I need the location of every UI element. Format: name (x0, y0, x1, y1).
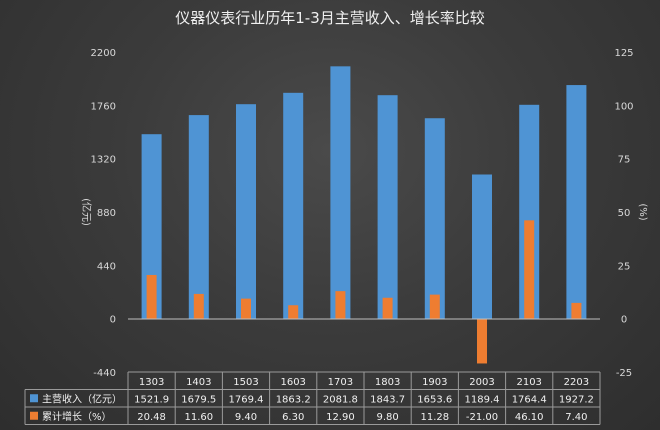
growth-bar-1503 (241, 298, 251, 319)
data-label: 2081.8 (323, 394, 358, 405)
revenue-bar-2003 (472, 174, 492, 319)
x-tick-label: 2203 (564, 377, 589, 388)
revenue-bar-1903 (424, 118, 445, 319)
y-tick-right-5: 0 (621, 315, 627, 326)
y-tick-right-6: -25 (616, 368, 632, 379)
x-tick-label: 1803 (375, 377, 400, 388)
data-label: 1843.7 (370, 394, 405, 405)
data-label: 1189.4 (465, 394, 500, 405)
revenue-bar-1803 (377, 95, 398, 319)
x-tick-label: 1303 (139, 377, 164, 388)
x-tick-label: 2103 (516, 377, 541, 388)
revenue-bar-1303 (141, 134, 162, 319)
y-tick-left-0: 2200 (91, 48, 116, 59)
growth-bar-1703 (335, 291, 346, 319)
data-label: 6.30 (282, 412, 304, 423)
y-tick-left-6: -440 (93, 368, 116, 379)
legend-label-0: 主营收入（亿元） (42, 392, 122, 405)
y-axis-right-ticks: 125 100 75 50 25 0 -25 (614, 48, 633, 379)
growth-bar-2203 (571, 302, 582, 319)
y-axis-label-right: (%) (637, 203, 648, 220)
data-label: 20.48 (137, 412, 166, 423)
data-label: 1653.6 (417, 394, 452, 405)
data-label: 7.40 (565, 412, 587, 423)
data-label: 46.10 (515, 412, 544, 423)
revenue-bar-1503 (236, 104, 256, 319)
growth-bar-1403 (193, 293, 204, 319)
data-label: 12.90 (326, 412, 355, 423)
growth-bar-1303 (146, 274, 157, 319)
y-tick-right-2: 75 (618, 155, 631, 166)
x-tick-label: 1903 (422, 377, 447, 388)
chart-title: 仪器仪表行业历年1-3月主营收入、增长率比较 (175, 9, 485, 27)
data-label: 1679.5 (181, 394, 216, 405)
x-tick-label: 1603 (280, 377, 305, 388)
data-label: 1769.4 (229, 394, 264, 405)
growth-bar-1903 (429, 294, 440, 319)
growth-bar-2103 (524, 220, 535, 319)
legend-label-1: 累计增长（%） (42, 410, 112, 423)
y-tick-left-4: 440 (97, 261, 116, 272)
y-tick-left-2: 1320 (91, 155, 116, 166)
data-label: 1764.4 (512, 394, 547, 405)
legend-swatch-1 (30, 411, 38, 420)
y-axis-left-ticks: 2200 1760 1320 880 440 0 -440 (91, 48, 116, 379)
data-label: 11.60 (184, 412, 213, 423)
y-tick-right-0: 125 (614, 48, 633, 59)
data-table: 1303 1403 1503 1603 1703 1803 1903 2003 2103 2203… (24, 371, 601, 425)
revenue-bar-1703 (330, 66, 351, 319)
growth-bar-1603 (288, 305, 299, 319)
y-tick-left-3: 880 (97, 208, 116, 219)
y-tick-left-5: 0 (110, 315, 116, 326)
data-label: 9.80 (376, 412, 398, 423)
y-axis-label-left: (亿元) (80, 198, 93, 226)
growth-bars (146, 220, 582, 364)
y-tick-left-1: 1760 (91, 101, 116, 112)
data-label: 11.28 (420, 412, 449, 423)
revenue-bars (141, 66, 587, 319)
growth-bar-2003 (477, 318, 487, 364)
revenue-bar-1403 (188, 115, 209, 319)
data-label: 9.40 (235, 412, 257, 423)
y-tick-right-1: 100 (614, 101, 633, 112)
data-label: 1521.9 (134, 394, 169, 405)
x-tick-label: 2003 (469, 377, 494, 388)
data-label: 1863.2 (276, 394, 311, 405)
revenue-bar-1603 (283, 92, 304, 319)
data-label: -21.00 (466, 412, 498, 423)
y-tick-right-4: 25 (618, 261, 631, 272)
revenue-bar-2203 (566, 85, 587, 319)
x-tick-label: 1403 (186, 377, 211, 388)
data-label: 1927.2 (559, 394, 594, 405)
growth-bar-1803 (382, 297, 393, 319)
x-tick-label: 1503 (233, 377, 258, 388)
x-tick-label: 1703 (328, 377, 353, 388)
legend-swatch-0 (30, 394, 38, 403)
y-tick-right-3: 50 (618, 208, 631, 219)
